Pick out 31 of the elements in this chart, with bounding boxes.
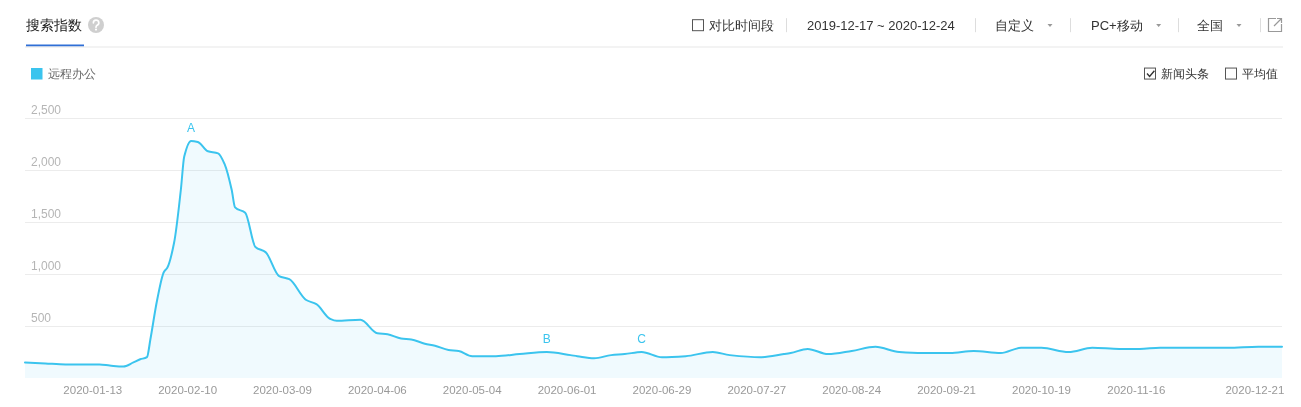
x-tick-label: 2020-11-16 <box>1107 384 1166 396</box>
x-tick-label: 2020-03-09 <box>253 384 312 396</box>
y-tick-label: 1,500 <box>31 207 62 221</box>
text: 新闻头条 <box>1161 67 1209 81</box>
x-tick-label: 2020-09-21 <box>917 384 976 396</box>
x-tick-label: 2020-08-24 <box>822 384 882 396</box>
legend-label: 远程办公 <box>48 67 96 81</box>
x-tick-label: 2020-10-19 <box>1012 384 1071 396</box>
legend: 远程办公 <box>31 67 96 81</box>
y-tick-label: 2,500 <box>31 103 62 117</box>
x-tick-label: 2020-07-27 <box>727 384 787 396</box>
y-tick-label: 2,000 <box>31 155 62 169</box>
y-tick-label: 500 <box>31 311 52 325</box>
text: 全国 <box>1197 18 1223 33</box>
x-tick-label: 2020-06-29 <box>632 384 692 396</box>
annotation: C <box>637 332 647 346</box>
x-tick-label: 2020-02-10 <box>158 384 218 396</box>
text: PC+移动 <box>1091 18 1143 33</box>
text: 2019-12-17 ~ 2020-12-24 <box>807 18 955 33</box>
y-tick-label: 1,000 <box>31 259 62 273</box>
x-tick-label: 2020-04-06 <box>347 384 407 396</box>
x-tick-label: 2020-05-04 <box>442 384 503 396</box>
x-tick-label: 2020-12-21 <box>1225 384 1285 396</box>
text: 平均值 <box>1242 67 1278 81</box>
annotation: B <box>542 332 551 346</box>
title: 搜索指数 <box>26 18 82 33</box>
text: 对比时间段 <box>709 18 774 33</box>
text: 自定义 <box>995 18 1034 33</box>
annotation: A <box>187 120 196 135</box>
x-tick-label: 2020-06-01 <box>537 384 597 396</box>
x-tick-label: 2020-01-13 <box>63 384 123 396</box>
